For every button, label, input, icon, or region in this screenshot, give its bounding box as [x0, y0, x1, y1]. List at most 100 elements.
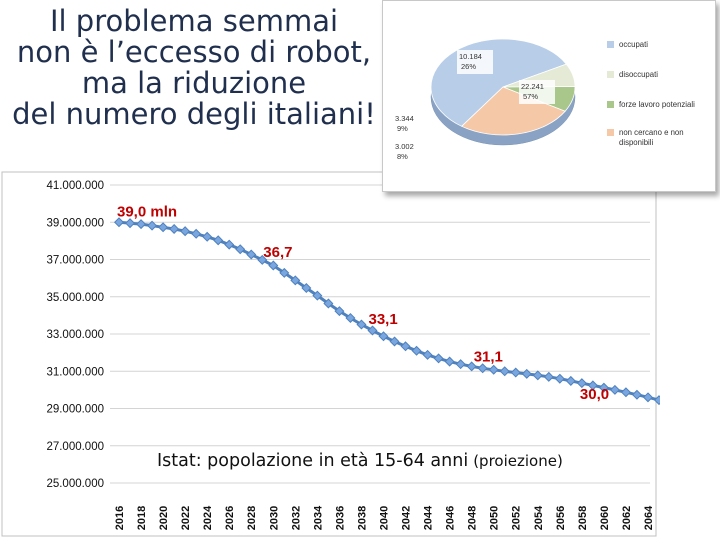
data-label: 39,0 mln	[117, 203, 177, 220]
data-point	[521, 368, 532, 379]
data-point	[455, 359, 466, 370]
data-point	[411, 345, 422, 356]
population-line-chart: 25.000.000 27.000.000 29.000.000 31.000.000…	[1, 171, 660, 537]
data-point	[169, 223, 180, 234]
x-tick-label: 2030	[268, 506, 280, 530]
data-point	[499, 366, 510, 377]
x-tick-label: 2024	[202, 505, 214, 530]
data-point	[279, 267, 290, 278]
pie-chart-panel: 22.241 57% 3.002 8% 3.344 9% 10.184 26% occupat…	[382, 0, 716, 192]
data-point	[642, 392, 653, 403]
y-tick-label: 37.000.000	[46, 255, 104, 267]
x-tick-label: 2048	[467, 506, 479, 530]
x-tick-label: 2040	[378, 506, 390, 530]
data-point	[378, 331, 389, 342]
y-tick-label: 33.000.000	[46, 329, 104, 341]
x-tick-label: 2052	[511, 506, 523, 530]
x-tick-label: 2016	[114, 506, 126, 530]
legend-swatch	[607, 129, 614, 136]
title-line-1: Il problema semmai	[49, 4, 339, 38]
data-point	[301, 282, 312, 294]
data-point	[389, 336, 400, 347]
x-tick-label: 2044	[423, 505, 435, 530]
x-tick-label: 2054	[533, 505, 545, 530]
y-tick-label: 39.000.000	[46, 217, 104, 229]
data-point	[125, 218, 136, 229]
slice-value-label: 22.241	[521, 82, 544, 91]
x-tick-label: 2032	[290, 506, 302, 530]
data-point	[180, 226, 191, 237]
legend-label: forze lavoro potenziali	[619, 100, 695, 109]
data-annotations: 39,0 mln 36,7 33,1 31,1 30,0	[117, 203, 609, 403]
data-point	[620, 387, 631, 398]
data-point	[323, 298, 334, 309]
data-label: 30,0	[580, 386, 609, 403]
legend-swatch	[607, 101, 614, 108]
data-point	[587, 380, 598, 391]
slice-pct-label: 8%	[397, 152, 408, 161]
slice-label-box	[519, 80, 555, 104]
y-axis-tick-labels: 25.000.000 27.000.000 29.000.000 31.000.000…	[46, 180, 104, 490]
x-tick-label: 2064	[643, 505, 655, 530]
title-line-4: del numero degli italiani!	[12, 97, 376, 131]
x-tick-label: 2056	[555, 506, 567, 530]
x-axis-tick-labels: 2016 2018 2020 2022 2024 2026 2028 2030 2032 2034…	[114, 505, 655, 530]
data-point	[422, 349, 433, 360]
x-tick-label: 2028	[246, 506, 258, 530]
chart-frame	[1, 171, 657, 537]
x-tick-label: 2022	[180, 506, 192, 530]
subtitle-main: Istat: popolazione in età 15-64 anni	[157, 451, 468, 471]
data-point	[213, 235, 224, 246]
x-tick-label: 2020	[158, 506, 170, 530]
pie-slice	[460, 86, 566, 136]
title-line-3: ma la riduzione	[81, 66, 307, 100]
slice-value-label: 3.002	[395, 142, 414, 151]
data-point	[191, 228, 202, 239]
slice-pct-label: 57%	[523, 92, 538, 101]
chart-subtitle: Istat: popolazione in età 15-64 anni (pro…	[157, 451, 563, 471]
x-tick-label: 2058	[577, 506, 589, 530]
data-point	[477, 363, 488, 374]
x-tick-label: 2062	[621, 506, 633, 530]
data-point	[565, 375, 576, 386]
data-point	[158, 222, 169, 233]
data-point	[631, 389, 642, 400]
legend-label: non cercano e non disponibili	[619, 128, 684, 147]
slice-value-label: 10.184	[459, 52, 482, 61]
data-point	[268, 260, 279, 271]
x-tick-label: 2026	[224, 506, 236, 530]
data-point	[532, 370, 543, 381]
data-point	[433, 353, 444, 364]
x-tick-label: 2042	[401, 506, 413, 530]
data-point	[345, 312, 356, 323]
y-tick-label: 41.000.000	[46, 180, 104, 192]
data-point	[136, 219, 147, 230]
slice-label-box	[457, 50, 493, 74]
x-tick-label: 2046	[445, 506, 457, 530]
data-point	[543, 371, 554, 382]
x-tick-label: 2038	[356, 506, 368, 530]
data-point	[576, 378, 587, 389]
data-point	[598, 382, 609, 393]
slice-label-box	[393, 140, 429, 164]
data-point	[367, 325, 378, 336]
data-point	[510, 367, 521, 378]
data-point	[334, 306, 345, 317]
data-point	[609, 384, 620, 395]
y-tick-label: 35.000.000	[46, 292, 104, 304]
slice-label-box	[393, 112, 429, 136]
data-point	[444, 356, 455, 367]
legend-label: occupati	[619, 40, 648, 49]
data-point	[488, 364, 499, 375]
x-tick-label: 2060	[599, 506, 611, 530]
legend-swatch	[607, 41, 614, 48]
x-tick-label: 2036	[334, 506, 346, 530]
series-markers	[113, 217, 660, 406]
slice-pct-label: 26%	[461, 62, 476, 71]
legend-swatch	[607, 71, 614, 78]
pie-legend: occupati disoccupati forze lavoro potenzia…	[607, 40, 695, 147]
data-point	[246, 249, 257, 260]
x-tick-label: 2018	[136, 506, 148, 530]
